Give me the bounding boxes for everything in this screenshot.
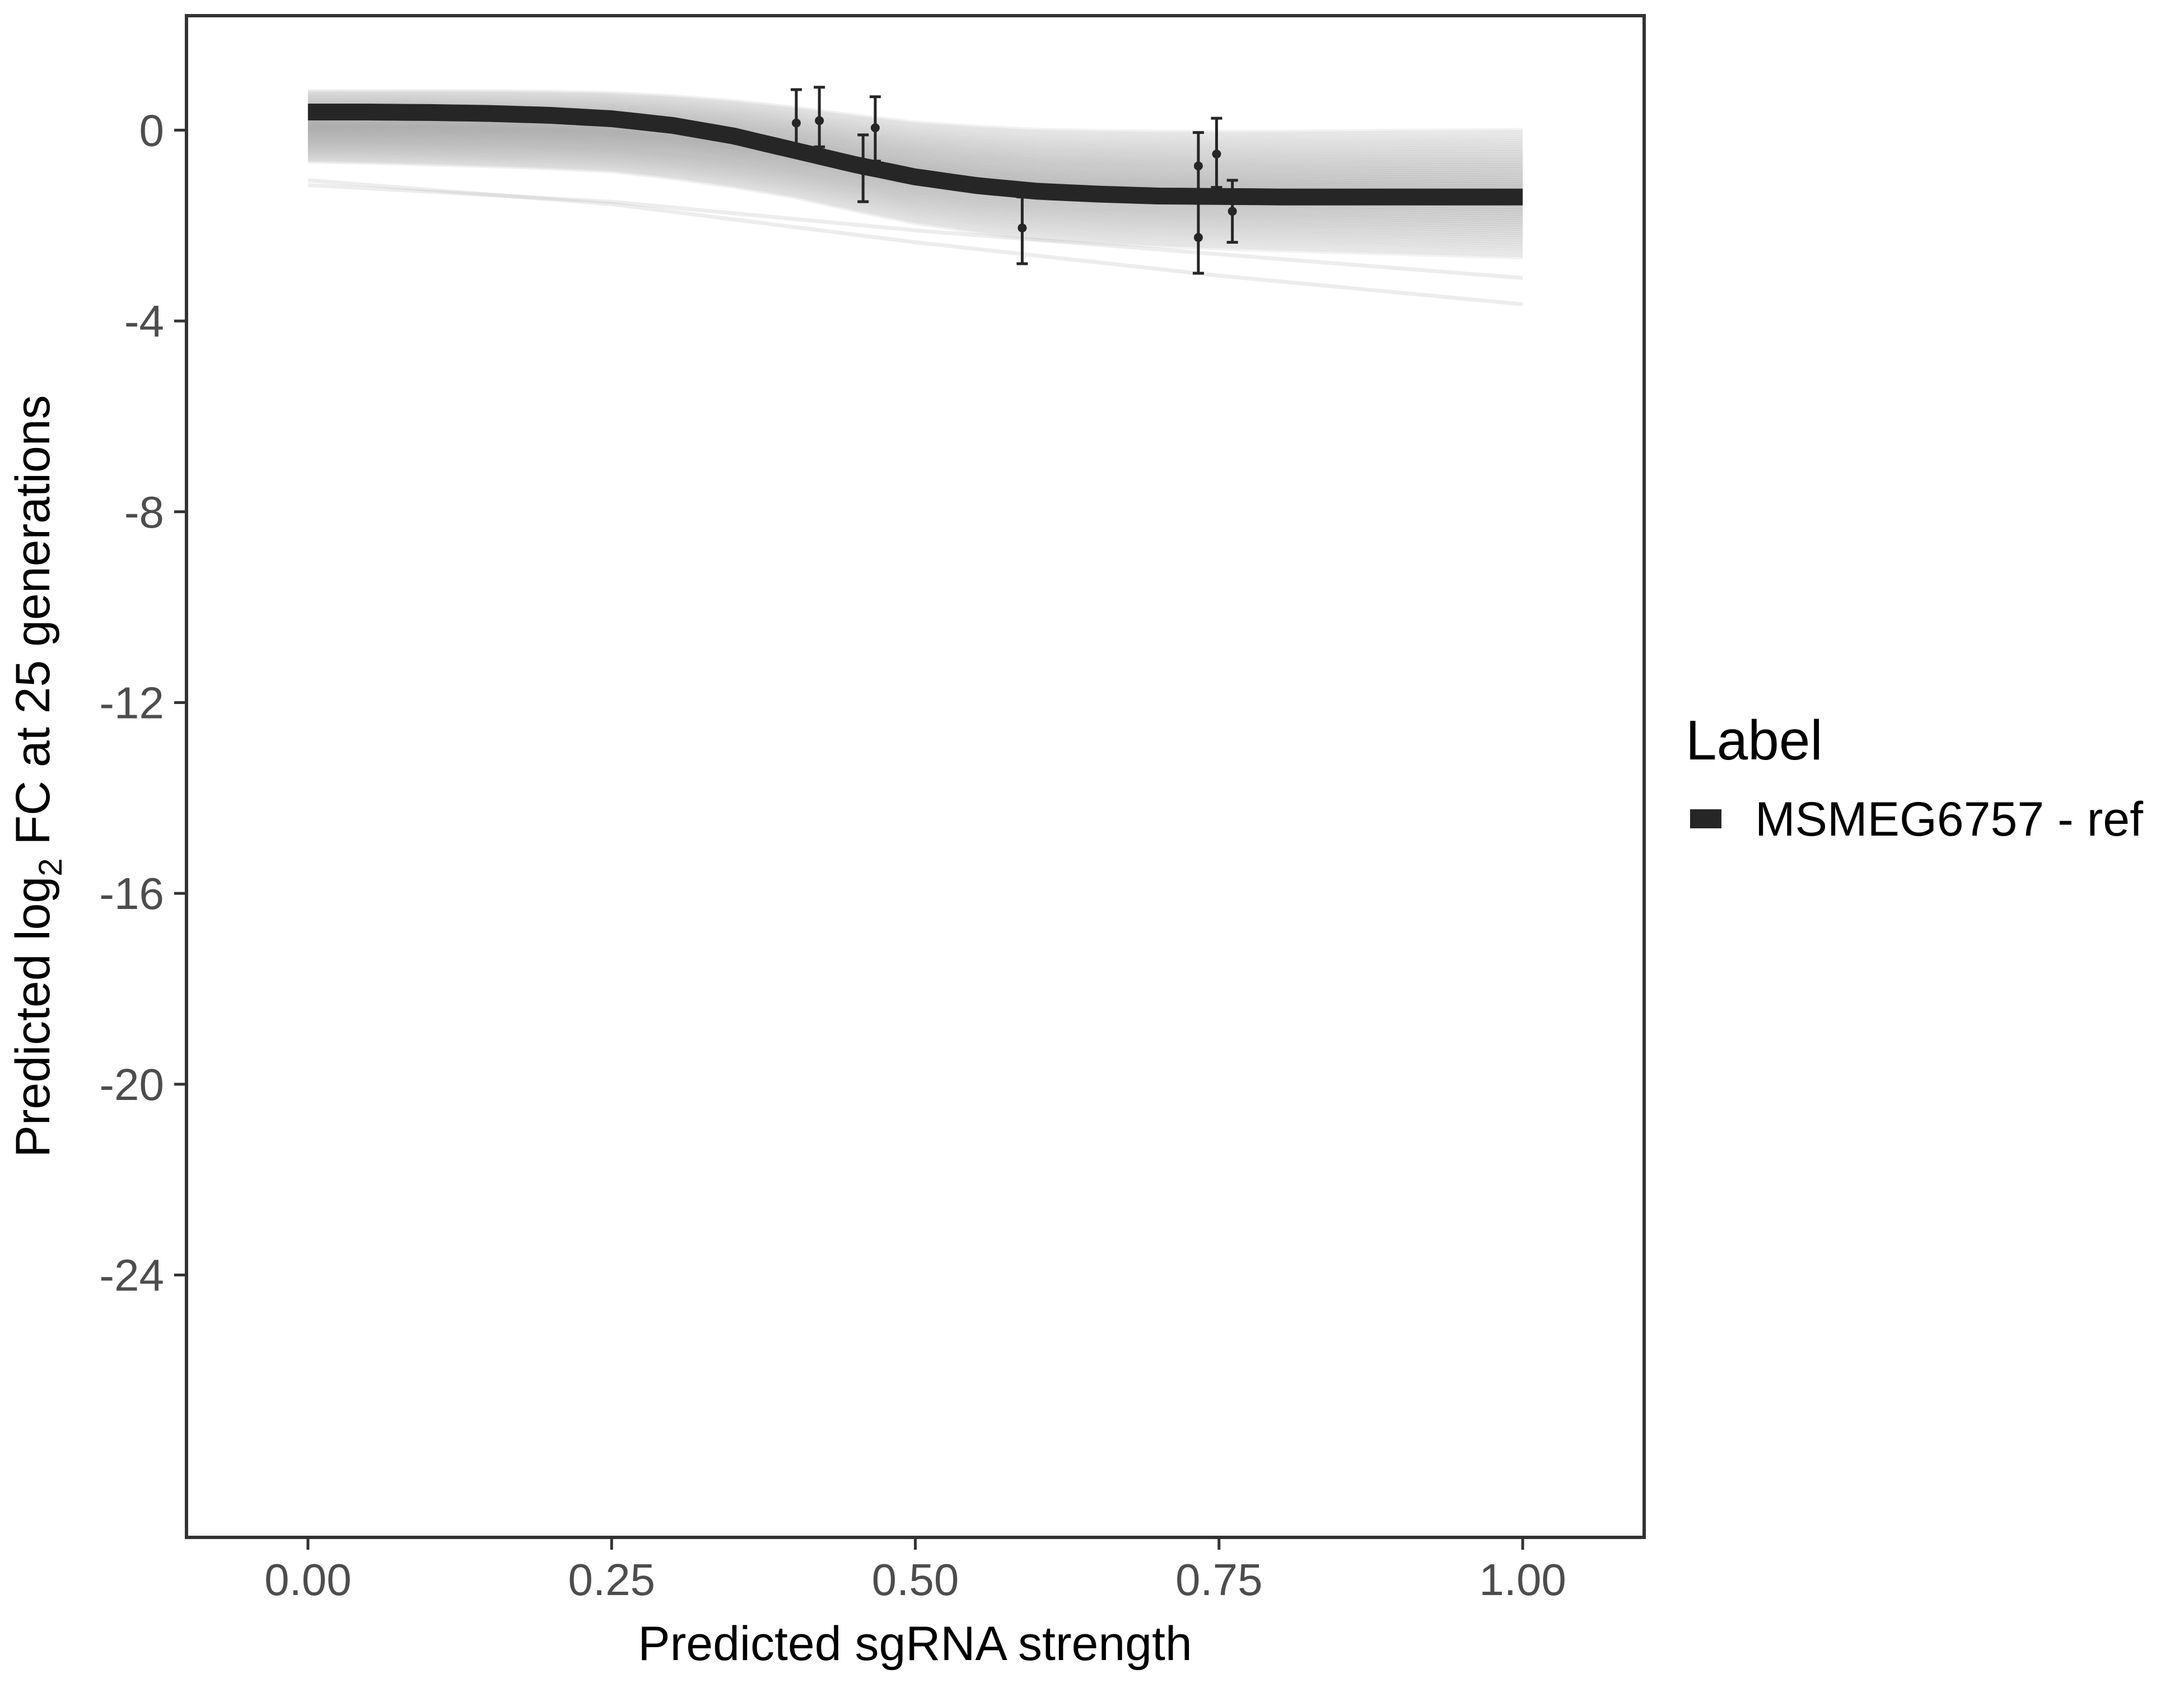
posterior-draw-line <box>307 155 1523 251</box>
posterior-draw-line <box>307 101 1523 154</box>
y-tick-label: -20 <box>99 1060 164 1109</box>
y-tick-label: -4 <box>124 296 164 346</box>
posterior-draw-line <box>307 158 1523 258</box>
y-axis-title-subscript: 2 <box>32 858 69 876</box>
posterior-draw-line <box>307 141 1523 227</box>
posterior-draw-line <box>307 148 1523 240</box>
posterior-draw-line <box>307 159 1523 260</box>
posterior-draw-line <box>307 150 1523 243</box>
point-marker <box>791 118 801 128</box>
point-marker <box>1193 233 1203 243</box>
y-axis-title-main: Predicted log <box>6 877 60 1158</box>
x-tick-label: 0.75 <box>1175 1555 1263 1605</box>
posterior-draw-outlier <box>307 178 1523 306</box>
posterior-draw-line <box>307 138 1523 221</box>
data-point <box>790 88 802 153</box>
posterior-draw-line <box>307 102 1523 156</box>
posterior-draw-line <box>307 137 1523 218</box>
posterior-draw-line <box>307 156 1523 253</box>
posterior-draw-line <box>307 91 1523 138</box>
posterior-draw-line <box>307 144 1523 231</box>
posterior-draw-line <box>307 143 1523 230</box>
y-axis-title: Predicted log2 FC at 25 generations <box>6 395 69 1157</box>
posterior-draw-line <box>307 136 1523 216</box>
legend-title: Label <box>1686 709 1823 772</box>
x-tick-label: 0.00 <box>264 1555 352 1605</box>
fitted-curve-msmeg6757-ref <box>307 104 1523 206</box>
posterior-draw-line <box>307 95 1523 144</box>
posterior-draw-line <box>307 140 1523 225</box>
data-point <box>1226 179 1238 244</box>
data-points-layer <box>790 86 1238 275</box>
posterior-draw-line <box>307 96 1523 146</box>
data-point <box>1192 200 1204 275</box>
posterior-draw-line <box>307 147 1523 238</box>
y-axis: 0 -4 -8 -12 -16 -20 -24 <box>99 105 185 1300</box>
legend: Label MSMEG6757 - ref <box>1686 709 2144 846</box>
y-tick-label: -8 <box>124 487 164 537</box>
posterior-draw-line <box>307 119 1523 186</box>
x-axis-title: Predicted sgRNA strength <box>638 1617 1192 1671</box>
point-marker <box>1018 223 1027 233</box>
posterior-draw-line <box>307 120 1523 188</box>
data-point <box>1192 131 1204 201</box>
posterior-draw-line <box>307 146 1523 236</box>
plot-panel-border <box>185 14 1646 1539</box>
data-point <box>869 95 881 163</box>
legend-key-msmeg6757-ref <box>1690 809 1721 828</box>
x-tick-label: 0.25 <box>568 1555 655 1605</box>
y-tick-label: -16 <box>99 869 164 919</box>
point-marker <box>1212 150 1221 158</box>
y-tick-label: -12 <box>99 678 164 728</box>
point-marker <box>1193 161 1203 171</box>
posterior-draw-line <box>307 134 1523 215</box>
posterior-draw-line <box>307 152 1523 247</box>
posterior-draw-line <box>307 157 1523 255</box>
point-marker <box>1228 207 1237 216</box>
legend-label-msmeg6757-ref: MSMEG6757 - ref <box>1755 792 2144 846</box>
x-axis: 0.00 0.25 0.50 0.75 1.00 <box>264 1539 1566 1605</box>
x-tick-label: 0.50 <box>872 1555 959 1605</box>
data-point <box>814 86 825 148</box>
posterior-draw-line <box>307 133 1523 212</box>
posterior-draw-line <box>307 88 1523 134</box>
posterior-draw-line <box>307 145 1523 234</box>
point-marker <box>870 123 880 133</box>
posterior-draw-line <box>307 99 1523 150</box>
posterior-draw-line <box>307 92 1523 140</box>
posterior-draw-line <box>307 97 1523 148</box>
point-marker <box>815 116 824 125</box>
posterior-draw-line <box>307 90 1523 136</box>
data-point <box>1211 116 1222 189</box>
posterior-draws-layer <box>307 88 1523 306</box>
posterior-draw-line <box>307 153 1523 249</box>
posterior-draw-line <box>307 139 1523 223</box>
point-marker <box>858 166 868 175</box>
posterior-draw-line <box>307 94 1523 142</box>
data-point <box>1016 195 1028 265</box>
y-tick-label: -24 <box>99 1251 164 1300</box>
posterior-draw-line <box>307 151 1523 245</box>
posterior-draw-line <box>307 100 1523 152</box>
y-axis-title-rest: FC at 25 generations <box>6 395 60 858</box>
y-tick-label: 0 <box>139 105 165 155</box>
x-tick-label: 1.00 <box>1479 1555 1566 1605</box>
fitted-curve-layer <box>307 104 1523 206</box>
posterior-draw-outlier <box>307 183 1523 280</box>
data-point <box>857 133 869 203</box>
